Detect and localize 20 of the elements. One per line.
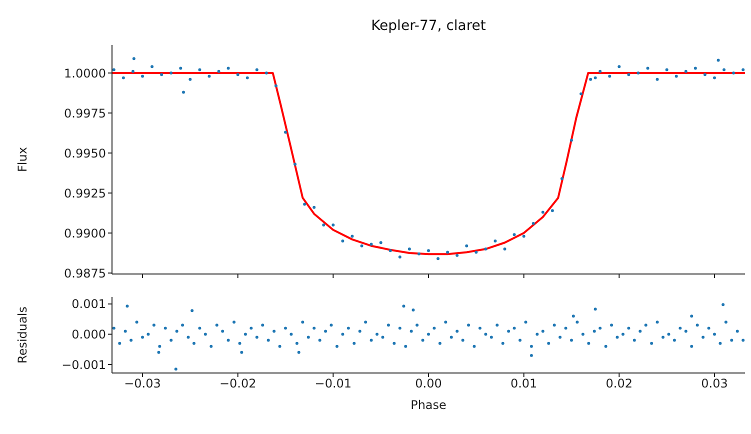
y-tick-label: 0.000	[72, 328, 106, 342]
y-tick-label: 0.9950	[64, 146, 106, 160]
x-tick-label: 0.00	[415, 376, 442, 391]
x-tick-label: −0.03	[124, 376, 161, 391]
x-tick-label: 0.01	[510, 376, 538, 391]
y-tick-label: 1.0000	[64, 66, 106, 80]
x-tick-label: 0.03	[701, 376, 728, 391]
y-tick-label: 0.9975	[64, 106, 106, 120]
y-axis-title: Flux	[15, 147, 30, 172]
y-tick-label: 0.9875	[64, 266, 106, 280]
x-tick-label: −0.01	[314, 376, 352, 391]
x-tick-label: 0.02	[606, 376, 633, 391]
x-tick-label: −0.02	[219, 376, 256, 391]
y-tick-label: 0.9900	[64, 226, 106, 240]
y-axis-title: Residuals	[15, 306, 30, 364]
x-axis-title: Phase	[410, 398, 446, 412]
y-tick-label: −0.001	[62, 358, 106, 372]
y-tick-label: 0.9925	[64, 186, 106, 200]
chart-title: Kepler-77, claret	[370, 18, 487, 34]
y-tick-label: 0.001	[72, 297, 106, 312]
